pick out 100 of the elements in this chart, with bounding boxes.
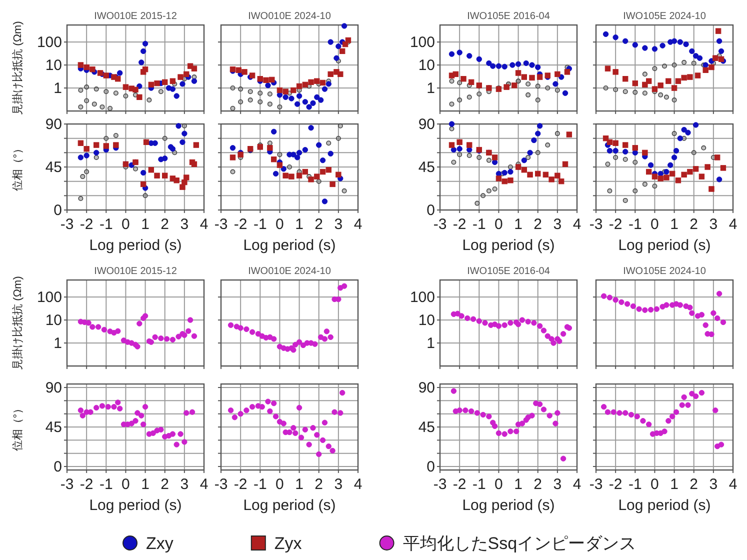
y-tick-label: 0 xyxy=(54,458,62,476)
x-axis-title: Log period (s) xyxy=(462,237,555,254)
y-axis-title: 見掛け比抵抗 (Ωm) xyxy=(11,21,24,115)
x-tick-label: -1 xyxy=(628,476,642,493)
x-tick-label: 0 xyxy=(494,216,503,233)
x-tick-label: 3 xyxy=(553,216,562,233)
x-tick-label: -3 xyxy=(60,476,74,493)
x-tick-label: 2 xyxy=(160,476,170,493)
chart-title: IWO010E 2015-12 xyxy=(94,11,178,22)
x-tick-label: -3 xyxy=(60,216,74,233)
x-tick-label: 1 xyxy=(514,476,522,493)
x-tick-label: 4 xyxy=(354,476,362,493)
x-tick-label: 3 xyxy=(180,216,189,233)
x-axis-title: Log period (s) xyxy=(243,497,336,514)
y-tick-label: 100 xyxy=(410,34,435,52)
x-tick-label: 2 xyxy=(534,476,542,493)
x-tick-label: 4 xyxy=(728,216,738,233)
x-tick-label: 3 xyxy=(334,476,343,493)
y-tick-label: 0 xyxy=(426,202,435,219)
y-axis-title: 見掛け比抵抗 (Ωm) xyxy=(11,276,24,370)
x-tick-label: 0 xyxy=(276,476,284,493)
chart-title: IWO010E 2015-12 xyxy=(94,266,178,277)
legend-label: 平均化したSsqインピーダンス xyxy=(402,534,636,553)
y-tick-label: 100 xyxy=(36,34,62,52)
x-tick-label: -2 xyxy=(452,476,466,493)
x-tick-label: 0 xyxy=(276,216,284,233)
x-tick-label: 4 xyxy=(200,476,208,493)
x-tick-label: -3 xyxy=(214,216,228,233)
x-tick-label: -3 xyxy=(589,216,603,233)
x-tick-label: 4 xyxy=(200,216,208,233)
y-tick-label: 10 xyxy=(45,57,62,74)
y-tick-label: 45 xyxy=(45,419,62,436)
y-tick-label: 10 xyxy=(418,57,435,74)
x-axis-title: Log period (s) xyxy=(89,497,182,514)
x-tick-label: 1 xyxy=(514,216,522,233)
y-tick-label: 1 xyxy=(426,80,435,98)
x-tick-label: -3 xyxy=(433,476,447,493)
x-tick-label: 0 xyxy=(122,476,130,493)
y-tick-label: 0 xyxy=(426,458,435,476)
y-tick-label: 90 xyxy=(45,116,62,133)
x-tick-label: -1 xyxy=(99,476,113,493)
x-tick-label: -2 xyxy=(80,216,94,233)
x-tick-label: 2 xyxy=(314,216,324,233)
y-tick-label: 1 xyxy=(426,335,435,352)
x-tick-label: -3 xyxy=(433,216,447,233)
x-tick-label: 4 xyxy=(728,476,738,493)
x-tick-label: -3 xyxy=(589,476,603,493)
x-tick-label: 1 xyxy=(670,476,678,493)
y-axis-title: 位相（°） xyxy=(11,402,24,452)
x-tick-label: -1 xyxy=(472,216,486,233)
x-tick-label: 4 xyxy=(572,216,582,233)
chart-title: IWO105E 2024-10 xyxy=(623,11,706,22)
x-tick-label: 1 xyxy=(295,476,304,493)
x-tick-label: 0 xyxy=(122,216,130,233)
x-tick-label: -2 xyxy=(234,476,248,493)
x-tick-label: 1 xyxy=(670,216,678,233)
x-tick-label: 3 xyxy=(709,216,718,233)
x-tick-label: -1 xyxy=(253,216,267,233)
chart-title: IWO010E 2024-10 xyxy=(248,266,332,277)
x-tick-label: -2 xyxy=(452,216,466,233)
x-tick-label: 2 xyxy=(690,216,698,233)
y-tick-label: 90 xyxy=(418,380,435,397)
x-axis-title: Log period (s) xyxy=(618,237,711,254)
legend-label: Zyx xyxy=(274,534,302,553)
y-tick-label: 90 xyxy=(418,116,435,133)
x-tick-label: 3 xyxy=(334,216,343,233)
x-tick-label: -1 xyxy=(628,216,642,233)
x-tick-label: 0 xyxy=(650,216,659,233)
x-tick-label: 3 xyxy=(709,476,718,493)
x-tick-label: 0 xyxy=(494,476,503,493)
x-tick-label: 2 xyxy=(534,216,542,233)
chart-title: IWO105E 2016-04 xyxy=(467,11,550,22)
x-tick-label: 4 xyxy=(354,216,362,233)
x-tick-label: 3 xyxy=(553,476,562,493)
x-tick-label: 1 xyxy=(295,216,304,233)
x-axis-title: Log period (s) xyxy=(243,237,336,254)
x-tick-label: 2 xyxy=(690,476,698,493)
y-tick-label: 100 xyxy=(410,289,435,306)
x-tick-label: -2 xyxy=(234,216,248,233)
x-tick-label: 1 xyxy=(141,216,150,233)
x-tick-label: -1 xyxy=(99,216,113,233)
x-tick-label: 2 xyxy=(314,476,324,493)
legend-label: Zxy xyxy=(146,534,174,553)
x-axis-title: Log period (s) xyxy=(618,497,711,514)
x-tick-label: 2 xyxy=(160,216,170,233)
y-tick-label: 100 xyxy=(36,289,62,306)
x-tick-label: 1 xyxy=(141,476,150,493)
y-tick-label: 45 xyxy=(45,159,62,176)
x-axis-title: Log period (s) xyxy=(89,237,182,254)
chart-title: IWO105E 2016-04 xyxy=(467,266,550,277)
x-tick-label: 3 xyxy=(180,476,189,493)
y-tick-label: 45 xyxy=(418,419,435,436)
y-tick-label: 10 xyxy=(45,312,62,330)
y-tick-label: 1 xyxy=(54,80,62,98)
y-axis-title: 位相（°） xyxy=(11,142,24,192)
x-axis-title: Log period (s) xyxy=(462,497,555,514)
chart-title: IWO010E 2024-10 xyxy=(248,11,332,22)
x-tick-label: -2 xyxy=(80,476,94,493)
x-tick-label: 0 xyxy=(650,476,659,493)
y-tick-label: 0 xyxy=(54,202,62,219)
